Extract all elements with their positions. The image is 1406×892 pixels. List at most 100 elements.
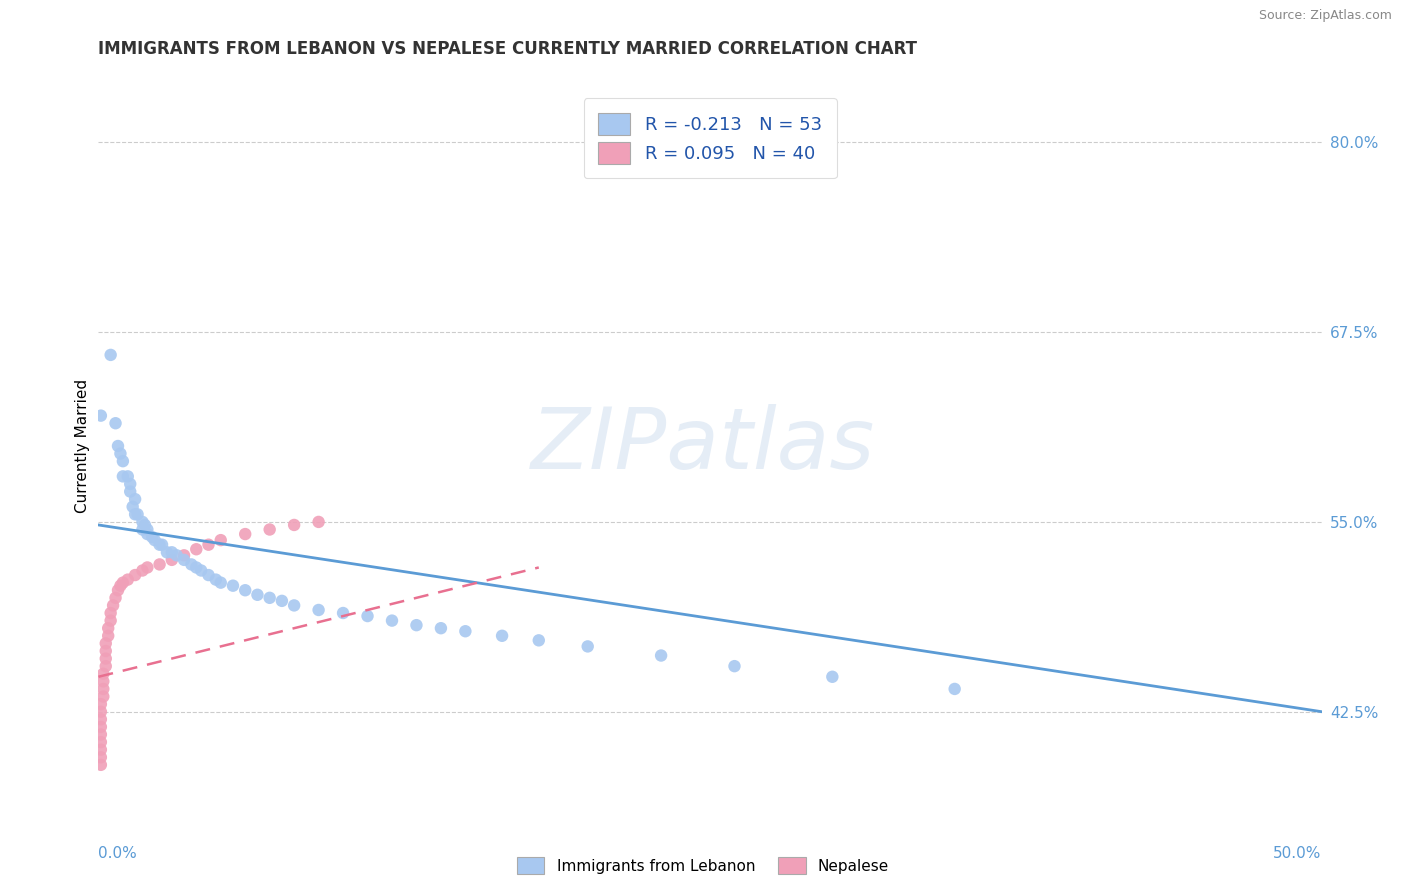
Point — [90, 697, 112, 711]
Point — [94, 636, 117, 650]
Point — [131, 564, 153, 578]
Point — [111, 469, 134, 483]
Point — [246, 588, 269, 602]
Text: Source: ZipAtlas.com: Source: ZipAtlas.com — [1258, 9, 1392, 22]
Point — [101, 599, 124, 613]
Point — [91, 690, 114, 704]
Y-axis label: Currently Married: Currently Married — [75, 379, 90, 513]
Point — [308, 515, 330, 529]
Point — [723, 659, 745, 673]
Point — [117, 469, 139, 483]
Point — [136, 560, 159, 574]
Point — [149, 558, 172, 572]
Point — [430, 621, 453, 635]
Point — [97, 621, 120, 635]
Point — [308, 603, 330, 617]
Point — [94, 644, 117, 658]
Point — [222, 579, 245, 593]
Point — [104, 416, 127, 430]
Point — [134, 518, 156, 533]
Point — [110, 447, 132, 461]
Text: 50.0%: 50.0% — [1274, 846, 1322, 861]
Point — [283, 599, 305, 613]
Point — [120, 477, 142, 491]
Point — [100, 606, 122, 620]
Point — [259, 523, 281, 537]
Point — [90, 705, 112, 719]
Point — [91, 674, 114, 689]
Point — [332, 606, 354, 620]
Point — [91, 681, 114, 696]
Point — [90, 735, 112, 749]
Point — [143, 533, 166, 548]
Point — [186, 542, 208, 557]
Point — [100, 614, 122, 628]
Point — [111, 575, 134, 590]
Point — [381, 614, 404, 628]
Point — [110, 579, 132, 593]
Point — [90, 727, 112, 741]
Point — [233, 527, 256, 541]
Point — [209, 575, 232, 590]
Point — [97, 629, 120, 643]
Point — [100, 348, 122, 362]
Point — [173, 549, 195, 563]
Point — [166, 549, 188, 563]
Point — [821, 670, 844, 684]
Point — [104, 591, 127, 605]
Point — [180, 558, 202, 572]
Point — [131, 515, 153, 529]
Point — [127, 508, 149, 522]
Point — [173, 553, 195, 567]
Legend: R = -0.213   N = 53, R = 0.095   N = 40: R = -0.213 N = 53, R = 0.095 N = 40 — [583, 98, 837, 178]
Point — [527, 633, 550, 648]
Point — [111, 454, 134, 468]
Point — [94, 659, 117, 673]
Point — [356, 609, 378, 624]
Point — [190, 564, 212, 578]
Point — [131, 523, 153, 537]
Point — [121, 500, 143, 514]
Point — [90, 720, 112, 734]
Point — [205, 573, 228, 587]
Point — [90, 742, 112, 756]
Point — [90, 750, 112, 764]
Point — [270, 594, 294, 608]
Point — [90, 712, 112, 726]
Point — [136, 527, 159, 541]
Point — [124, 492, 146, 507]
Point — [107, 439, 129, 453]
Text: 0.0%: 0.0% — [98, 846, 138, 861]
Point — [186, 560, 208, 574]
Legend: Immigrants from Lebanon, Nepalese: Immigrants from Lebanon, Nepalese — [510, 851, 896, 880]
Point — [120, 484, 142, 499]
Point — [650, 648, 672, 663]
Point — [90, 409, 112, 423]
Point — [136, 523, 159, 537]
Point — [141, 530, 163, 544]
Point — [90, 757, 112, 772]
Point — [283, 518, 305, 533]
Point — [576, 640, 599, 654]
Point — [197, 568, 219, 582]
Text: ZIPatlas: ZIPatlas — [531, 404, 875, 488]
Point — [124, 568, 146, 582]
Point — [94, 651, 117, 665]
Point — [233, 583, 256, 598]
Point — [124, 508, 146, 522]
Point — [150, 538, 173, 552]
Point — [160, 545, 183, 559]
Point — [107, 583, 129, 598]
Point — [156, 545, 179, 559]
Point — [405, 618, 427, 632]
Point — [943, 681, 966, 696]
Point — [149, 538, 172, 552]
Point — [117, 573, 139, 587]
Point — [259, 591, 281, 605]
Point — [209, 533, 232, 548]
Point — [160, 553, 183, 567]
Point — [91, 666, 114, 681]
Text: IMMIGRANTS FROM LEBANON VS NEPALESE CURRENTLY MARRIED CORRELATION CHART: IMMIGRANTS FROM LEBANON VS NEPALESE CURR… — [98, 40, 918, 58]
Point — [197, 538, 219, 552]
Point — [491, 629, 513, 643]
